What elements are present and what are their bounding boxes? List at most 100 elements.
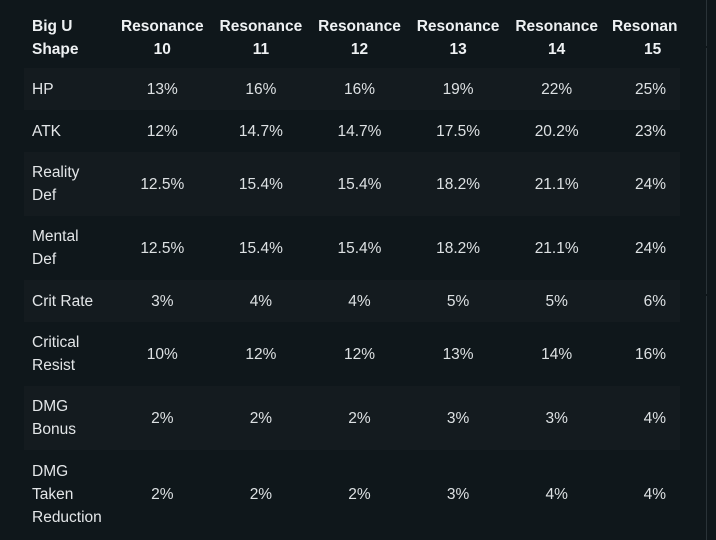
table-cell: 12% [113, 110, 212, 152]
row-label-line: Critical [32, 334, 80, 351]
table-row: ATK 12% 14.7% 14.7% 17.5% 20.2% 23% [24, 110, 680, 152]
table-cell: 4% [605, 386, 680, 450]
column-header-resonance-15: Resonan 15 [606, 8, 680, 68]
table-cell: 5% [408, 280, 508, 322]
table-cell: 12% [310, 322, 409, 386]
table-cell: 18.2% [408, 152, 508, 216]
table-row: DMG Bonus 2% 2% 2% 3% 3% 4% [24, 386, 680, 450]
row-label-line: ATK [32, 122, 61, 140]
table-cell: 16% [211, 68, 311, 110]
table-cell: 19% [408, 68, 508, 110]
table-row: Critical Resist 10% 12% 12% 13% 14% 16% [24, 322, 680, 386]
table-cell: 15.4% [310, 152, 409, 216]
scroll-edge-divider [706, 0, 707, 46]
table-cell: 12.5% [113, 216, 212, 280]
table-cell: 24% [605, 152, 680, 216]
column-header-resonance-13: Resonance 13 [409, 8, 508, 68]
table-cell: 14.7% [211, 110, 311, 152]
table-cell: 2% [310, 386, 409, 450]
resonance-stats-table: Big U Shape Resonance 10 Resonance 11 Re… [24, 8, 680, 538]
row-label-line: Taken [32, 485, 74, 503]
table-cell: 3% [113, 280, 212, 322]
table-cell: 2% [211, 450, 311, 538]
row-label-cell: HP [24, 68, 113, 110]
row-label-cell: Crit Rate [24, 280, 113, 322]
table-cell: 16% [605, 322, 680, 386]
header-line: Big U [32, 18, 73, 35]
table-cell: 12.5% [113, 152, 212, 216]
table-cell: 13% [113, 68, 212, 110]
table-cell: 3% [408, 386, 508, 450]
header-line: 10 [153, 41, 171, 58]
table-cell: 2% [113, 386, 212, 450]
header-line: Resonance [416, 18, 500, 35]
table-cell: 21.1% [507, 152, 606, 216]
row-label-cell: Critical Resist [24, 322, 113, 386]
header-line: 12 [350, 41, 369, 58]
table-cell: 6% [605, 280, 680, 322]
header-line: Resonance [515, 18, 599, 35]
row-label-line: Crit Rate [32, 292, 94, 310]
table-cell: 18.2% [408, 216, 508, 280]
row-label-cell: Mental Def [24, 216, 113, 280]
row-label-line: Resist [32, 357, 76, 374]
table-row: DMG Taken Reduction 2% 2% 2% 3% 4% 4% [24, 450, 680, 538]
row-label-line: Reality [32, 164, 80, 181]
scroll-edge-divider [706, 48, 707, 294]
table-cell: 12% [211, 322, 311, 386]
row-label-line: DMG [32, 462, 69, 480]
row-label-cell: ATK [24, 110, 113, 152]
header-line: Resonance [318, 18, 401, 35]
table-header-row: Big U Shape Resonance 10 Resonance 11 Re… [24, 8, 680, 68]
header-line: 13 [449, 41, 467, 58]
table-cell: 10% [113, 322, 212, 386]
table-cell: 14.7% [310, 110, 409, 152]
table-cell: 17.5% [408, 110, 508, 152]
row-label-cell: Reality Def [24, 152, 113, 216]
header-line: 11 [252, 41, 270, 58]
table-cell: 24% [605, 216, 680, 280]
row-label-line: Bonus [32, 421, 76, 438]
row-label-line: Reduction [32, 508, 102, 526]
table-cell: 15.4% [211, 152, 311, 216]
scroll-edge-divider [706, 296, 707, 540]
header-line: 14 [548, 41, 566, 58]
header-line: Resonan [611, 18, 678, 35]
column-header-big-u-shape: Big U Shape [24, 8, 113, 68]
row-label-line: Mental [32, 228, 79, 245]
table-cell: 2% [113, 450, 212, 538]
table-cell: 15.4% [310, 216, 409, 280]
table-cell: 16% [310, 68, 409, 110]
table-cell: 5% [507, 280, 606, 322]
table-row: Reality Def 12.5% 15.4% 15.4% 18.2% 21.1… [24, 152, 680, 216]
column-header-resonance-10: Resonance 10 [113, 8, 212, 68]
table-row: HP 13% 16% 16% 19% 22% 25% [24, 68, 680, 110]
table-cell: 4% [507, 450, 606, 538]
row-label-cell: DMG Bonus [24, 386, 113, 450]
table-cell: 13% [408, 322, 508, 386]
row-label-line: HP [32, 80, 54, 98]
table-cell: 2% [211, 386, 311, 450]
row-label-cell: DMG Taken Reduction [24, 450, 113, 538]
table-cell: 21.1% [507, 216, 606, 280]
table-cell: 3% [507, 386, 606, 450]
table-cell: 2% [310, 450, 409, 538]
table-cell: 14% [507, 322, 606, 386]
table-row: Crit Rate 3% 4% 4% 5% 5% 6% [24, 280, 680, 322]
column-header-resonance-11: Resonance 11 [212, 8, 311, 68]
header-line: 15 [643, 41, 662, 58]
header-line: Resonance [120, 18, 204, 35]
header-line: Resonance [219, 18, 303, 35]
header-line: Shape [32, 41, 79, 58]
row-label-line: Def [32, 187, 57, 204]
column-header-resonance-14: Resonance 14 [507, 8, 606, 68]
table-cell: 23% [605, 110, 680, 152]
row-label-line: Def [32, 251, 57, 268]
table-cell: 4% [605, 450, 680, 538]
table-cell: 22% [507, 68, 606, 110]
table-cell: 25% [605, 68, 680, 110]
table-cell: 20.2% [507, 110, 606, 152]
resonance-table-container[interactable]: Big U Shape Resonance 10 Resonance 11 Re… [24, 8, 680, 538]
table-cell: 4% [211, 280, 311, 322]
